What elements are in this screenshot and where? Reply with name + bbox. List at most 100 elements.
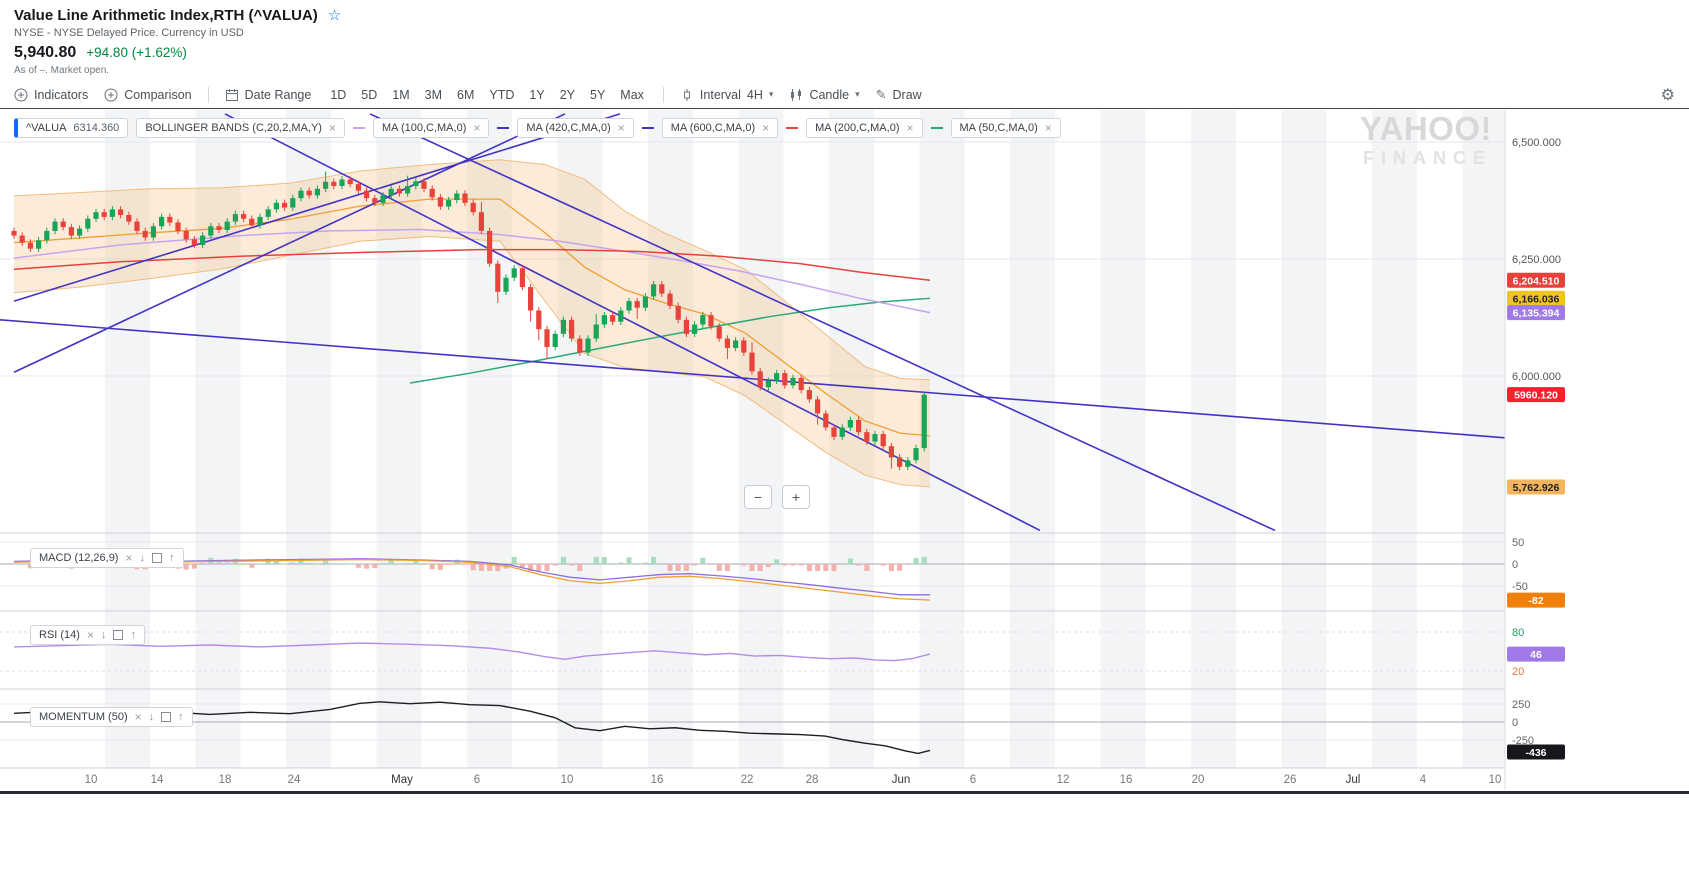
- collapse-icon[interactable]: ↓: [148, 710, 155, 723]
- svg-text:24: 24: [288, 774, 301, 786]
- range-button-1m[interactable]: 1M: [389, 86, 412, 104]
- svg-text:6,135.394: 6,135.394: [1513, 308, 1560, 320]
- chart-type-control[interactable]: Candle ▾: [789, 88, 860, 102]
- collapse-icon[interactable]: ↓: [139, 551, 146, 564]
- svg-text:250: 250: [1512, 699, 1530, 711]
- close-icon[interactable]: ×: [125, 551, 133, 565]
- svg-text:Jul: Jul: [1346, 774, 1361, 786]
- symbol-name: ^VALUA: [26, 122, 67, 134]
- indicators-button[interactable]: Indicators: [14, 88, 88, 102]
- close-icon[interactable]: ×: [906, 121, 914, 135]
- svg-text:14: 14: [151, 774, 164, 786]
- close-icon[interactable]: ×: [1044, 121, 1052, 135]
- ma-line-swatch: [641, 127, 654, 129]
- range-button-1d[interactable]: 1D: [327, 86, 349, 104]
- interval-value: 4H: [746, 87, 763, 102]
- svg-text:20: 20: [1192, 774, 1205, 786]
- macd-pane-controls: MACD (12,26,9) × ↓ ↑: [30, 548, 184, 568]
- indicator-pill[interactable]: MA (420,C,MA,0) ×: [517, 118, 634, 138]
- star-icon[interactable]: ☆: [327, 7, 342, 24]
- close-icon[interactable]: ×: [134, 710, 142, 724]
- svg-text:0: 0: [1512, 717, 1518, 729]
- svg-text:10: 10: [85, 774, 98, 786]
- ma-line-swatch: [353, 127, 365, 129]
- indicator-pill[interactable]: MA (100,C,MA,0) ×: [373, 118, 490, 138]
- range-button-5y[interactable]: 5Y: [587, 86, 608, 104]
- svg-text:10: 10: [561, 774, 574, 786]
- svg-text:6,000.000: 6,000.000: [1512, 371, 1561, 383]
- close-icon[interactable]: ×: [473, 121, 481, 135]
- expand-icon[interactable]: [161, 712, 172, 722]
- indicator-pill[interactable]: BOLLINGER BANDS (C,20,2,MA,Y) ×: [136, 118, 345, 138]
- svg-text:18: 18: [219, 774, 232, 786]
- svg-text:28: 28: [806, 774, 819, 786]
- svg-text:6: 6: [970, 774, 976, 786]
- range-button-max[interactable]: Max: [617, 86, 647, 104]
- symbol-value: 6314.360: [73, 122, 120, 134]
- move-up-icon[interactable]: ↑: [178, 710, 184, 723]
- pencil-icon: ✎: [875, 86, 887, 102]
- as-of-text: As of –. Market open.: [14, 65, 110, 76]
- quote-header: Value Line Arithmetic Index,RTH (^VALUA)…: [14, 6, 352, 76]
- indicator-pill[interactable]: MA (200,C,MA,0) ×: [806, 118, 923, 138]
- settings-gear-icon[interactable]: ⚙: [1660, 86, 1675, 104]
- collapse-icon[interactable]: ↓: [100, 628, 107, 641]
- indicator-legend: ^VALUA 6314.360 BOLLINGER BANDS (C,20,2,…: [14, 118, 1061, 138]
- svg-text:16: 16: [651, 774, 664, 786]
- toolbar-divider: [662, 86, 664, 103]
- time-axis[interactable]: 10 14 18 24 May 6 10 16 22 28 Jun 6 12 16 20 26 Jul 4 10: [85, 774, 1502, 786]
- move-up-icon[interactable]: ↑: [130, 628, 136, 641]
- candle-chart-icon: [791, 88, 802, 101]
- range-button-1y[interactable]: 1Y: [526, 86, 547, 104]
- calendar-icon: [225, 88, 238, 101]
- page-title: Value Line Arithmetic Index,RTH (^VALUA): [14, 6, 318, 24]
- rsi-pane: 80 20 46: [0, 627, 1565, 678]
- svg-text:-250: -250: [1512, 735, 1534, 747]
- macd-pane: 50 0 -50-82: [0, 537, 1565, 608]
- svg-text:Jun: Jun: [892, 774, 911, 786]
- yahoo-finance-watermark: YAHOO! FINANCE: [1360, 112, 1492, 167]
- svg-text:6,204.510: 6,204.510: [1513, 275, 1560, 287]
- ma-line-swatch: [786, 127, 799, 129]
- expand-icon[interactable]: [152, 553, 162, 563]
- indicator-pill[interactable]: MA (600,C,MA,0) ×: [661, 118, 779, 138]
- close-icon[interactable]: ×: [762, 121, 770, 135]
- indicator-pill-label: MA (100,C,MA,0): [382, 122, 467, 134]
- svg-text:50: 50: [1512, 537, 1524, 549]
- indicator-pill-label: MA (420,C,MA,0): [526, 122, 611, 134]
- indicator-pill[interactable]: MA (50,C,MA,0) ×: [950, 118, 1061, 138]
- svg-text:-82: -82: [1528, 595, 1543, 607]
- zoom-in-button[interactable]: +: [782, 485, 810, 509]
- svg-text:12: 12: [1057, 774, 1070, 786]
- range-button-ytd[interactable]: YTD: [486, 86, 517, 104]
- range-buttons: 1D 5D 1M 3M 6M YTD 1Y 2Y 5Y Max: [327, 86, 647, 104]
- comparison-button[interactable]: Comparison: [104, 88, 192, 102]
- range-button-5d[interactable]: 5D: [358, 86, 380, 104]
- move-up-icon[interactable]: ↑: [169, 551, 175, 564]
- range-button-3m[interactable]: 3M: [422, 86, 445, 104]
- price-badges: 6,204.510 6,166.036 6,135.394 5960.120 5,762…: [1507, 272, 1565, 495]
- interval-control[interactable]: Interval 4H ▾: [680, 87, 773, 102]
- close-icon[interactable]: ×: [617, 121, 625, 135]
- chart-toolbar: Indicators Comparison Date Range 1D 5D 1M 3…: [0, 81, 1689, 109]
- range-button-6m[interactable]: 6M: [454, 86, 477, 104]
- close-icon[interactable]: ×: [328, 121, 336, 135]
- candlesticks: [11, 171, 927, 471]
- watermark-yahoo: YAHOO!: [1360, 110, 1492, 147]
- price-change: +94.80 (+1.62%): [86, 45, 187, 60]
- indicator-pill-label: MA (200,C,MA,0): [815, 122, 900, 134]
- close-icon[interactable]: ×: [86, 628, 94, 642]
- moving-average-lines: [0, 113, 1506, 532]
- date-range-button[interactable]: Date Range: [225, 88, 311, 102]
- indicator-pill-label: MA (600,C,MA,0): [670, 122, 756, 134]
- draw-button[interactable]: ✎ Draw: [876, 87, 922, 103]
- svg-text:10: 10: [1489, 774, 1502, 786]
- expand-icon[interactable]: [113, 630, 124, 640]
- svg-text:20: 20: [1512, 666, 1524, 678]
- symbol-pill[interactable]: ^VALUA 6314.360: [14, 118, 129, 138]
- momentum-label: MOMENTUM (50): [39, 711, 128, 723]
- zoom-out-button[interactable]: −: [744, 485, 772, 509]
- range-button-2y[interactable]: 2Y: [557, 86, 578, 104]
